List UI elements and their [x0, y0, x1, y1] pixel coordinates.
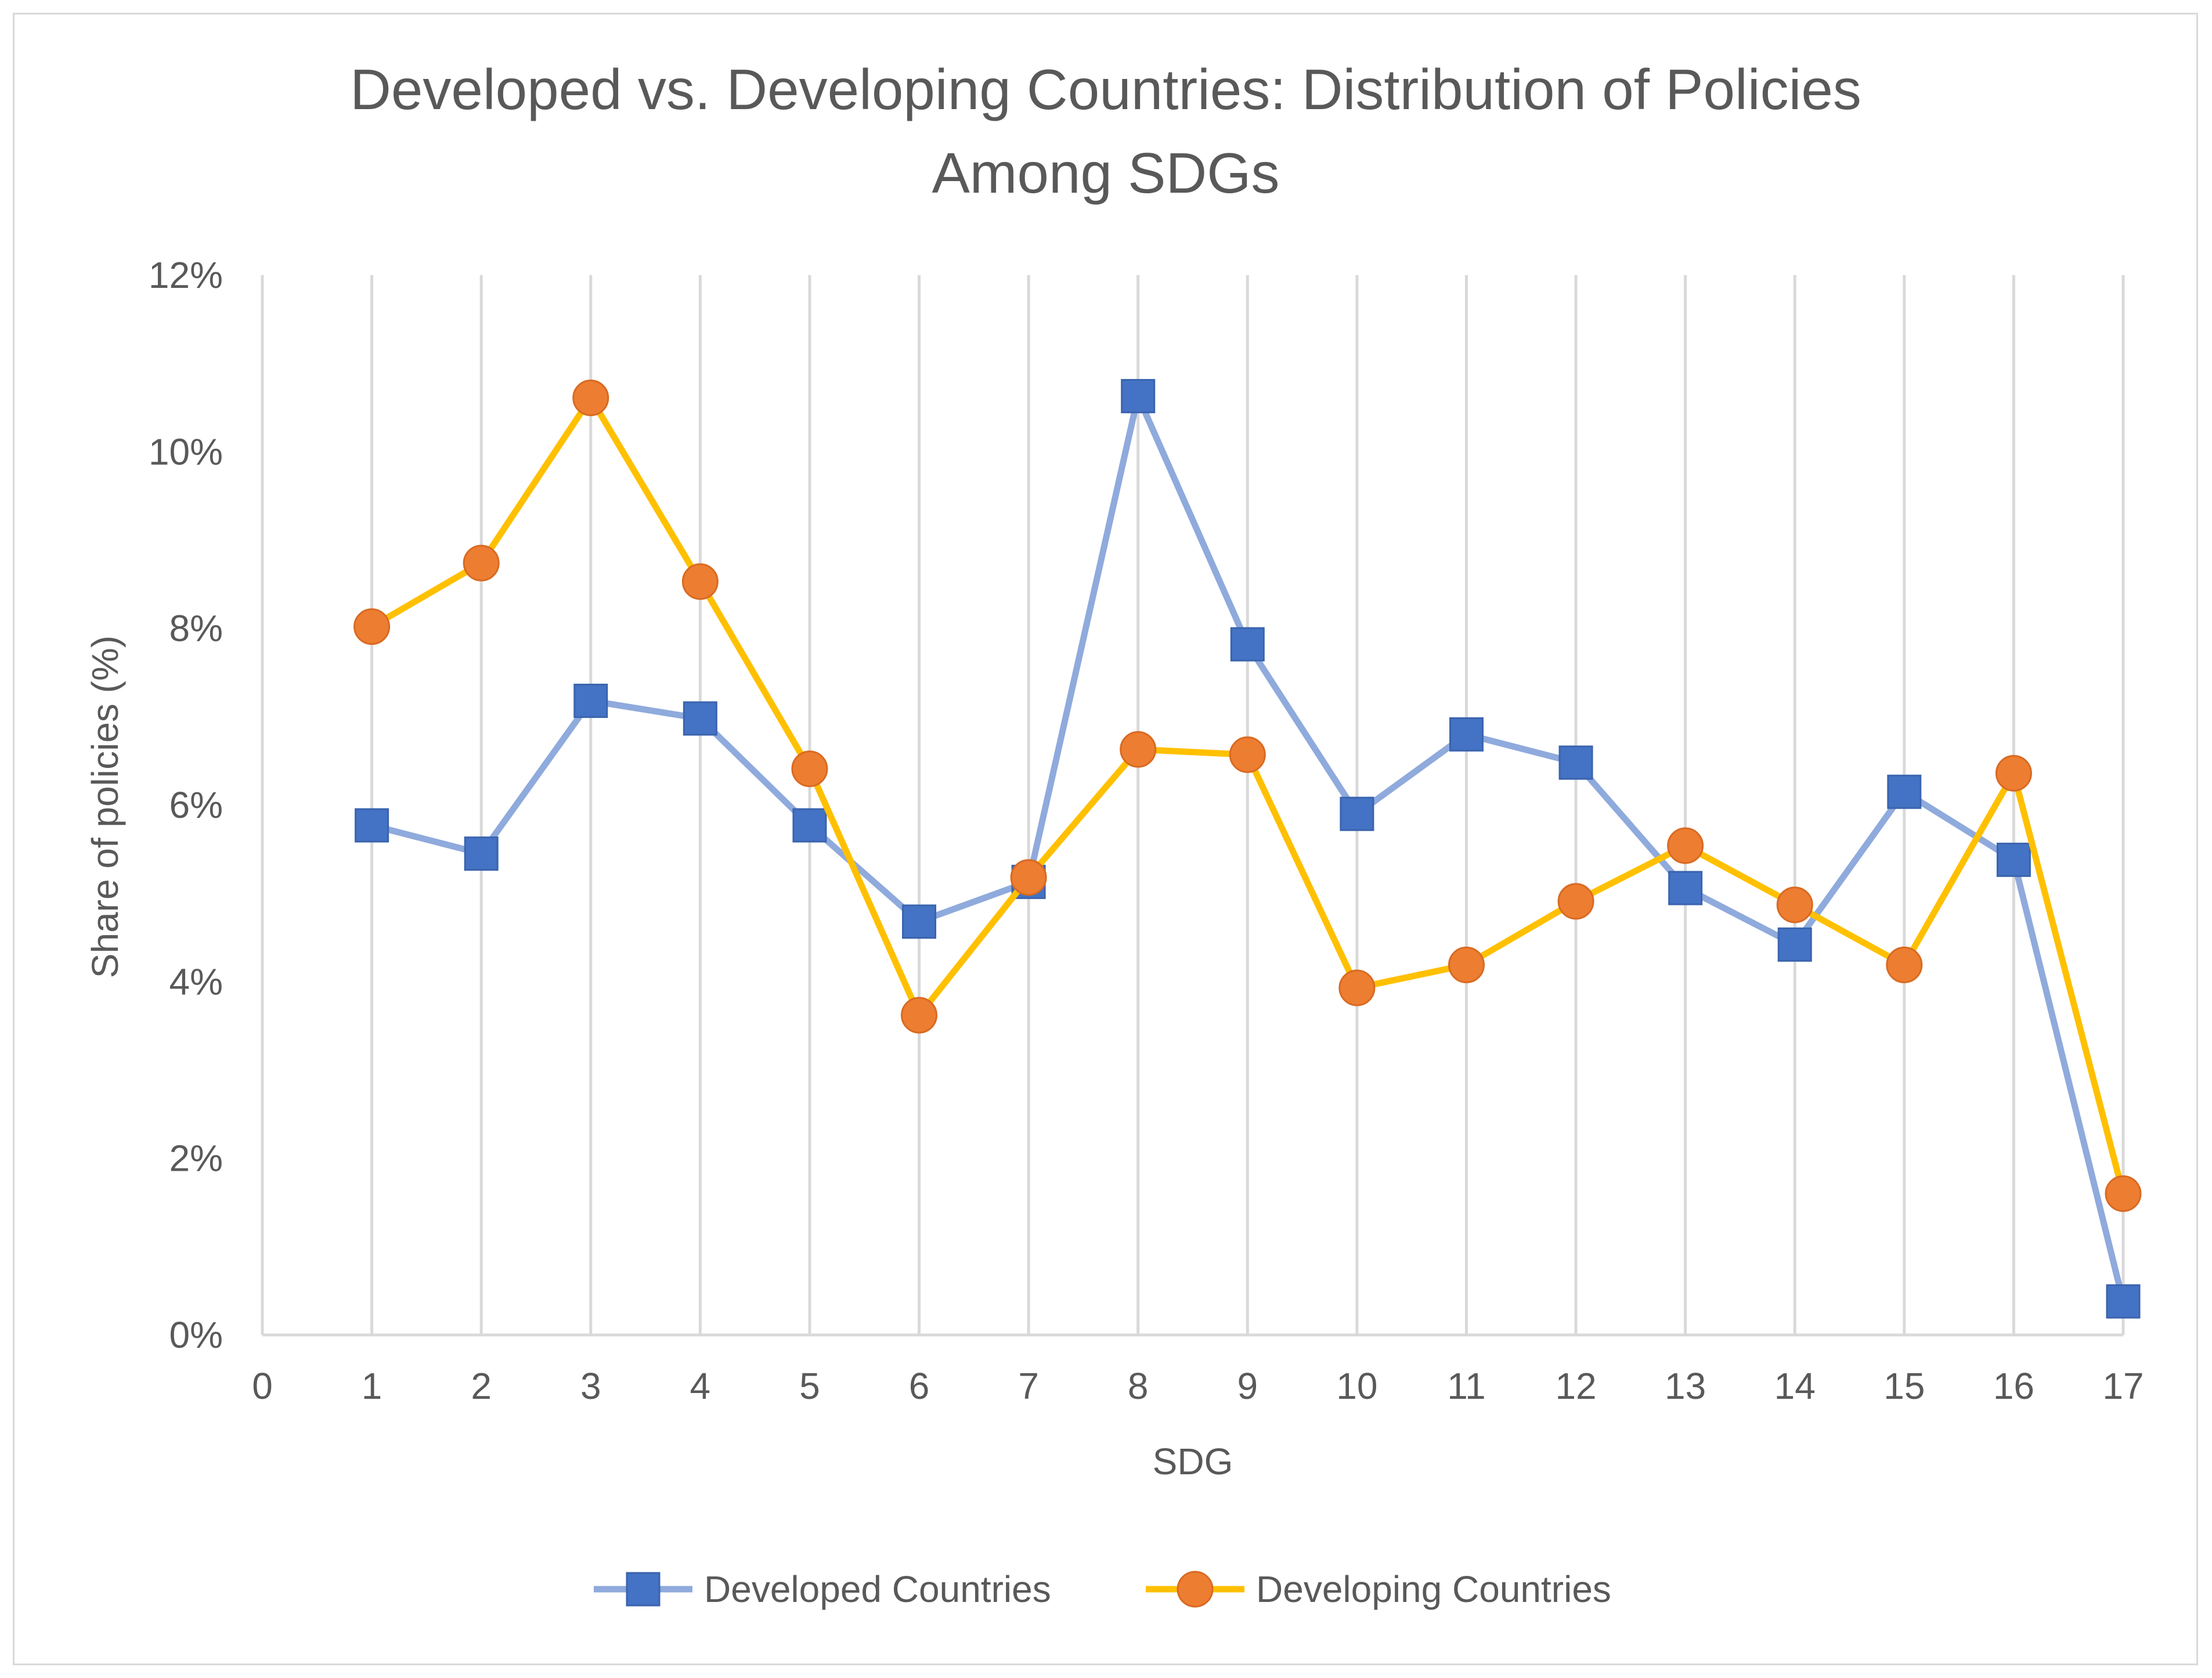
x-tick-label: 17 — [2102, 1365, 2144, 1407]
data-point — [353, 608, 391, 645]
data-point — [901, 997, 938, 1034]
data-point — [902, 904, 937, 939]
data-point — [1448, 946, 1485, 983]
data-point — [1887, 774, 1922, 809]
y-tick-label: 8% — [169, 608, 223, 649]
x-tick-label: 2 — [471, 1365, 492, 1407]
data-point — [792, 808, 827, 843]
y-tick-label: 4% — [169, 961, 223, 1002]
data-point — [1121, 378, 1156, 413]
data-point — [1120, 731, 1157, 768]
data-point — [1230, 627, 1265, 662]
data-point — [1449, 717, 1484, 752]
x-tick-label: 11 — [1447, 1365, 1485, 1407]
x-tick-label: 1 — [362, 1365, 383, 1407]
legend-label: Developed Countries — [704, 1568, 1051, 1610]
data-point — [1010, 859, 1047, 896]
chart-title-line-2: Among SDGs — [932, 141, 1279, 205]
series-layer — [353, 378, 2142, 1319]
data-point — [1338, 969, 1376, 1006]
data-point — [463, 544, 500, 582]
x-tick-label: 13 — [1665, 1365, 1706, 1407]
x-tick-label: 9 — [1237, 1365, 1258, 1407]
legend-item: Developing Countries — [1146, 1568, 1611, 1610]
x-tick-label: 12 — [1555, 1365, 1596, 1407]
data-point — [1557, 883, 1594, 920]
gridlines — [261, 275, 2125, 1335]
x-tick-label: 10 — [1336, 1365, 1377, 1407]
data-point — [1668, 871, 1703, 905]
y-tick-label: 10% — [149, 431, 223, 472]
legend-label: Developing Countries — [1256, 1568, 1611, 1610]
x-tick-label: 4 — [690, 1365, 711, 1407]
legend: Developed Countries Developing Countries — [594, 1568, 1611, 1610]
series-developing-countries — [353, 380, 2142, 1213]
x-tick-label: 6 — [909, 1365, 930, 1407]
x-tick-label: 0 — [252, 1365, 273, 1407]
data-point — [1995, 755, 2032, 792]
legend-item: Developed Countries — [594, 1568, 1051, 1610]
axes: 0 1 2 3 4 5 6 7 8 9 10 11 12 13 14 15 16 170%2%4%6%8%10%1… — [149, 254, 2144, 1407]
series-developed-countries — [355, 378, 2141, 1319]
data-point — [1340, 796, 1374, 831]
data-point — [573, 683, 608, 718]
data-point — [355, 808, 389, 843]
chart-title: Developed vs. Developing Countries: Dist… — [350, 57, 1861, 205]
data-point — [464, 836, 499, 871]
y-tick-label: 6% — [169, 784, 223, 826]
data-point — [681, 563, 719, 600]
data-point — [1886, 946, 1923, 983]
x-tick-label: 3 — [580, 1365, 601, 1407]
data-point — [1558, 745, 1593, 780]
data-point — [1229, 736, 1266, 773]
data-point — [1777, 927, 1812, 962]
x-tick-label: 15 — [1883, 1365, 1925, 1407]
x-tick-label: 8 — [1128, 1365, 1149, 1407]
data-point — [1667, 827, 1704, 864]
y-axis-title: Share of policies (%) — [84, 636, 126, 978]
legend-marker-circle — [1177, 1571, 1214, 1608]
data-point — [791, 750, 828, 788]
data-point — [683, 701, 717, 736]
legend-marker-square — [626, 1572, 661, 1607]
data-point — [1996, 842, 2031, 877]
data-point — [1776, 886, 1813, 923]
x-tick-label: 5 — [799, 1365, 820, 1407]
data-point — [2106, 1284, 2141, 1319]
chart-title-line-1: Developed vs. Developing Countries: Dist… — [350, 57, 1861, 121]
x-tick-label: 7 — [1018, 1365, 1039, 1407]
x-tick-label: 14 — [1774, 1365, 1816, 1407]
y-tick-label: 2% — [169, 1138, 223, 1179]
x-axis-title: SDG — [1153, 1441, 1233, 1482]
y-tick-label: 12% — [149, 254, 223, 296]
data-point — [572, 380, 609, 417]
x-tick-label: 16 — [1993, 1365, 2034, 1407]
data-point — [2105, 1175, 2142, 1213]
y-tick-label: 0% — [169, 1314, 223, 1356]
